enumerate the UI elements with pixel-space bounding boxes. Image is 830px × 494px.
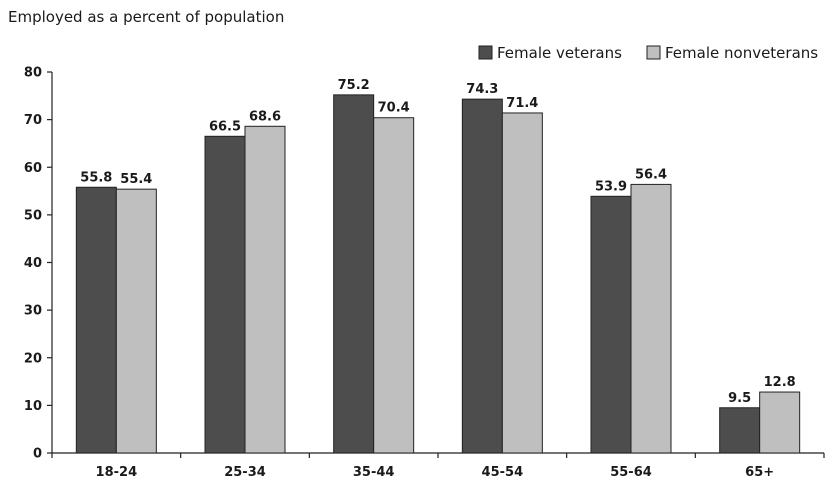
x-tick-label: 25-34 <box>224 465 266 480</box>
bars-group <box>75 94 801 454</box>
x-axis: 18-24 25-34 35-44 45-54 55-64 65+ <box>51 452 825 480</box>
data-label: 53.9 <box>595 179 627 194</box>
bar-nonveterans-35-44 <box>373 117 415 454</box>
y-tick-label: 80 <box>24 66 42 81</box>
data-labels-group: 55.8 55.4 66.5 68.6 75.2 70.4 74.3 71.4 53.9 56.4… <box>80 78 795 406</box>
y-tick-label: 20 <box>24 351 42 366</box>
x-tick-label: 65+ <box>745 465 774 480</box>
x-tick-label: 45-54 <box>482 465 524 480</box>
bar-veterans-35-44 <box>333 94 375 454</box>
data-label: 12.8 <box>764 375 796 390</box>
data-label: 70.4 <box>378 101 410 116</box>
data-label: 55.8 <box>80 170 112 185</box>
data-label: 74.3 <box>466 82 498 97</box>
data-label: 56.4 <box>635 167 667 182</box>
legend-swatch-veterans <box>478 45 493 60</box>
y-tick-label: 0 <box>33 447 42 462</box>
legend: Female veterans Female nonveterans <box>478 44 818 62</box>
data-label: 68.6 <box>249 109 281 124</box>
x-tick-label: 18-24 <box>96 465 138 480</box>
bar-nonveterans-65+ <box>759 391 801 454</box>
x-tick-label: 35-44 <box>353 465 395 480</box>
bar-veterans-55-64 <box>590 195 632 454</box>
y-tick-label: 70 <box>24 113 42 128</box>
data-label: 66.5 <box>209 119 241 134</box>
bar-nonveterans-18-24 <box>115 188 157 454</box>
data-label: 75.2 <box>338 78 370 93</box>
y-tick-label: 50 <box>24 208 42 223</box>
bar-nonveterans-25-34 <box>244 125 286 454</box>
data-label: 71.4 <box>506 96 538 111</box>
bar-veterans-45-54 <box>461 98 503 454</box>
y-tick-label: 60 <box>24 161 42 176</box>
bar-veterans-18-24 <box>75 186 117 454</box>
bar-nonveterans-45-54 <box>501 112 543 454</box>
bar-nonveterans-55-64 <box>630 183 672 454</box>
legend-label-veterans: Female veterans <box>497 44 622 62</box>
legend-label-nonveterans: Female nonveterans <box>665 44 818 62</box>
bar-veterans-65+ <box>719 407 761 454</box>
legend-swatch-nonveterans <box>646 45 661 60</box>
data-label: 9.5 <box>728 391 751 406</box>
x-tick-label: 55-64 <box>610 465 652 480</box>
y-axis: 0 10 20 30 40 50 60 70 80 <box>24 66 53 462</box>
y-tick-label: 30 <box>24 304 42 319</box>
y-tick-label: 10 <box>24 399 42 414</box>
data-label: 55.4 <box>120 172 152 187</box>
chart-title: Employed as a percent of population <box>8 8 284 26</box>
bar-veterans-25-34 <box>204 135 246 454</box>
y-tick-label: 40 <box>24 256 42 271</box>
